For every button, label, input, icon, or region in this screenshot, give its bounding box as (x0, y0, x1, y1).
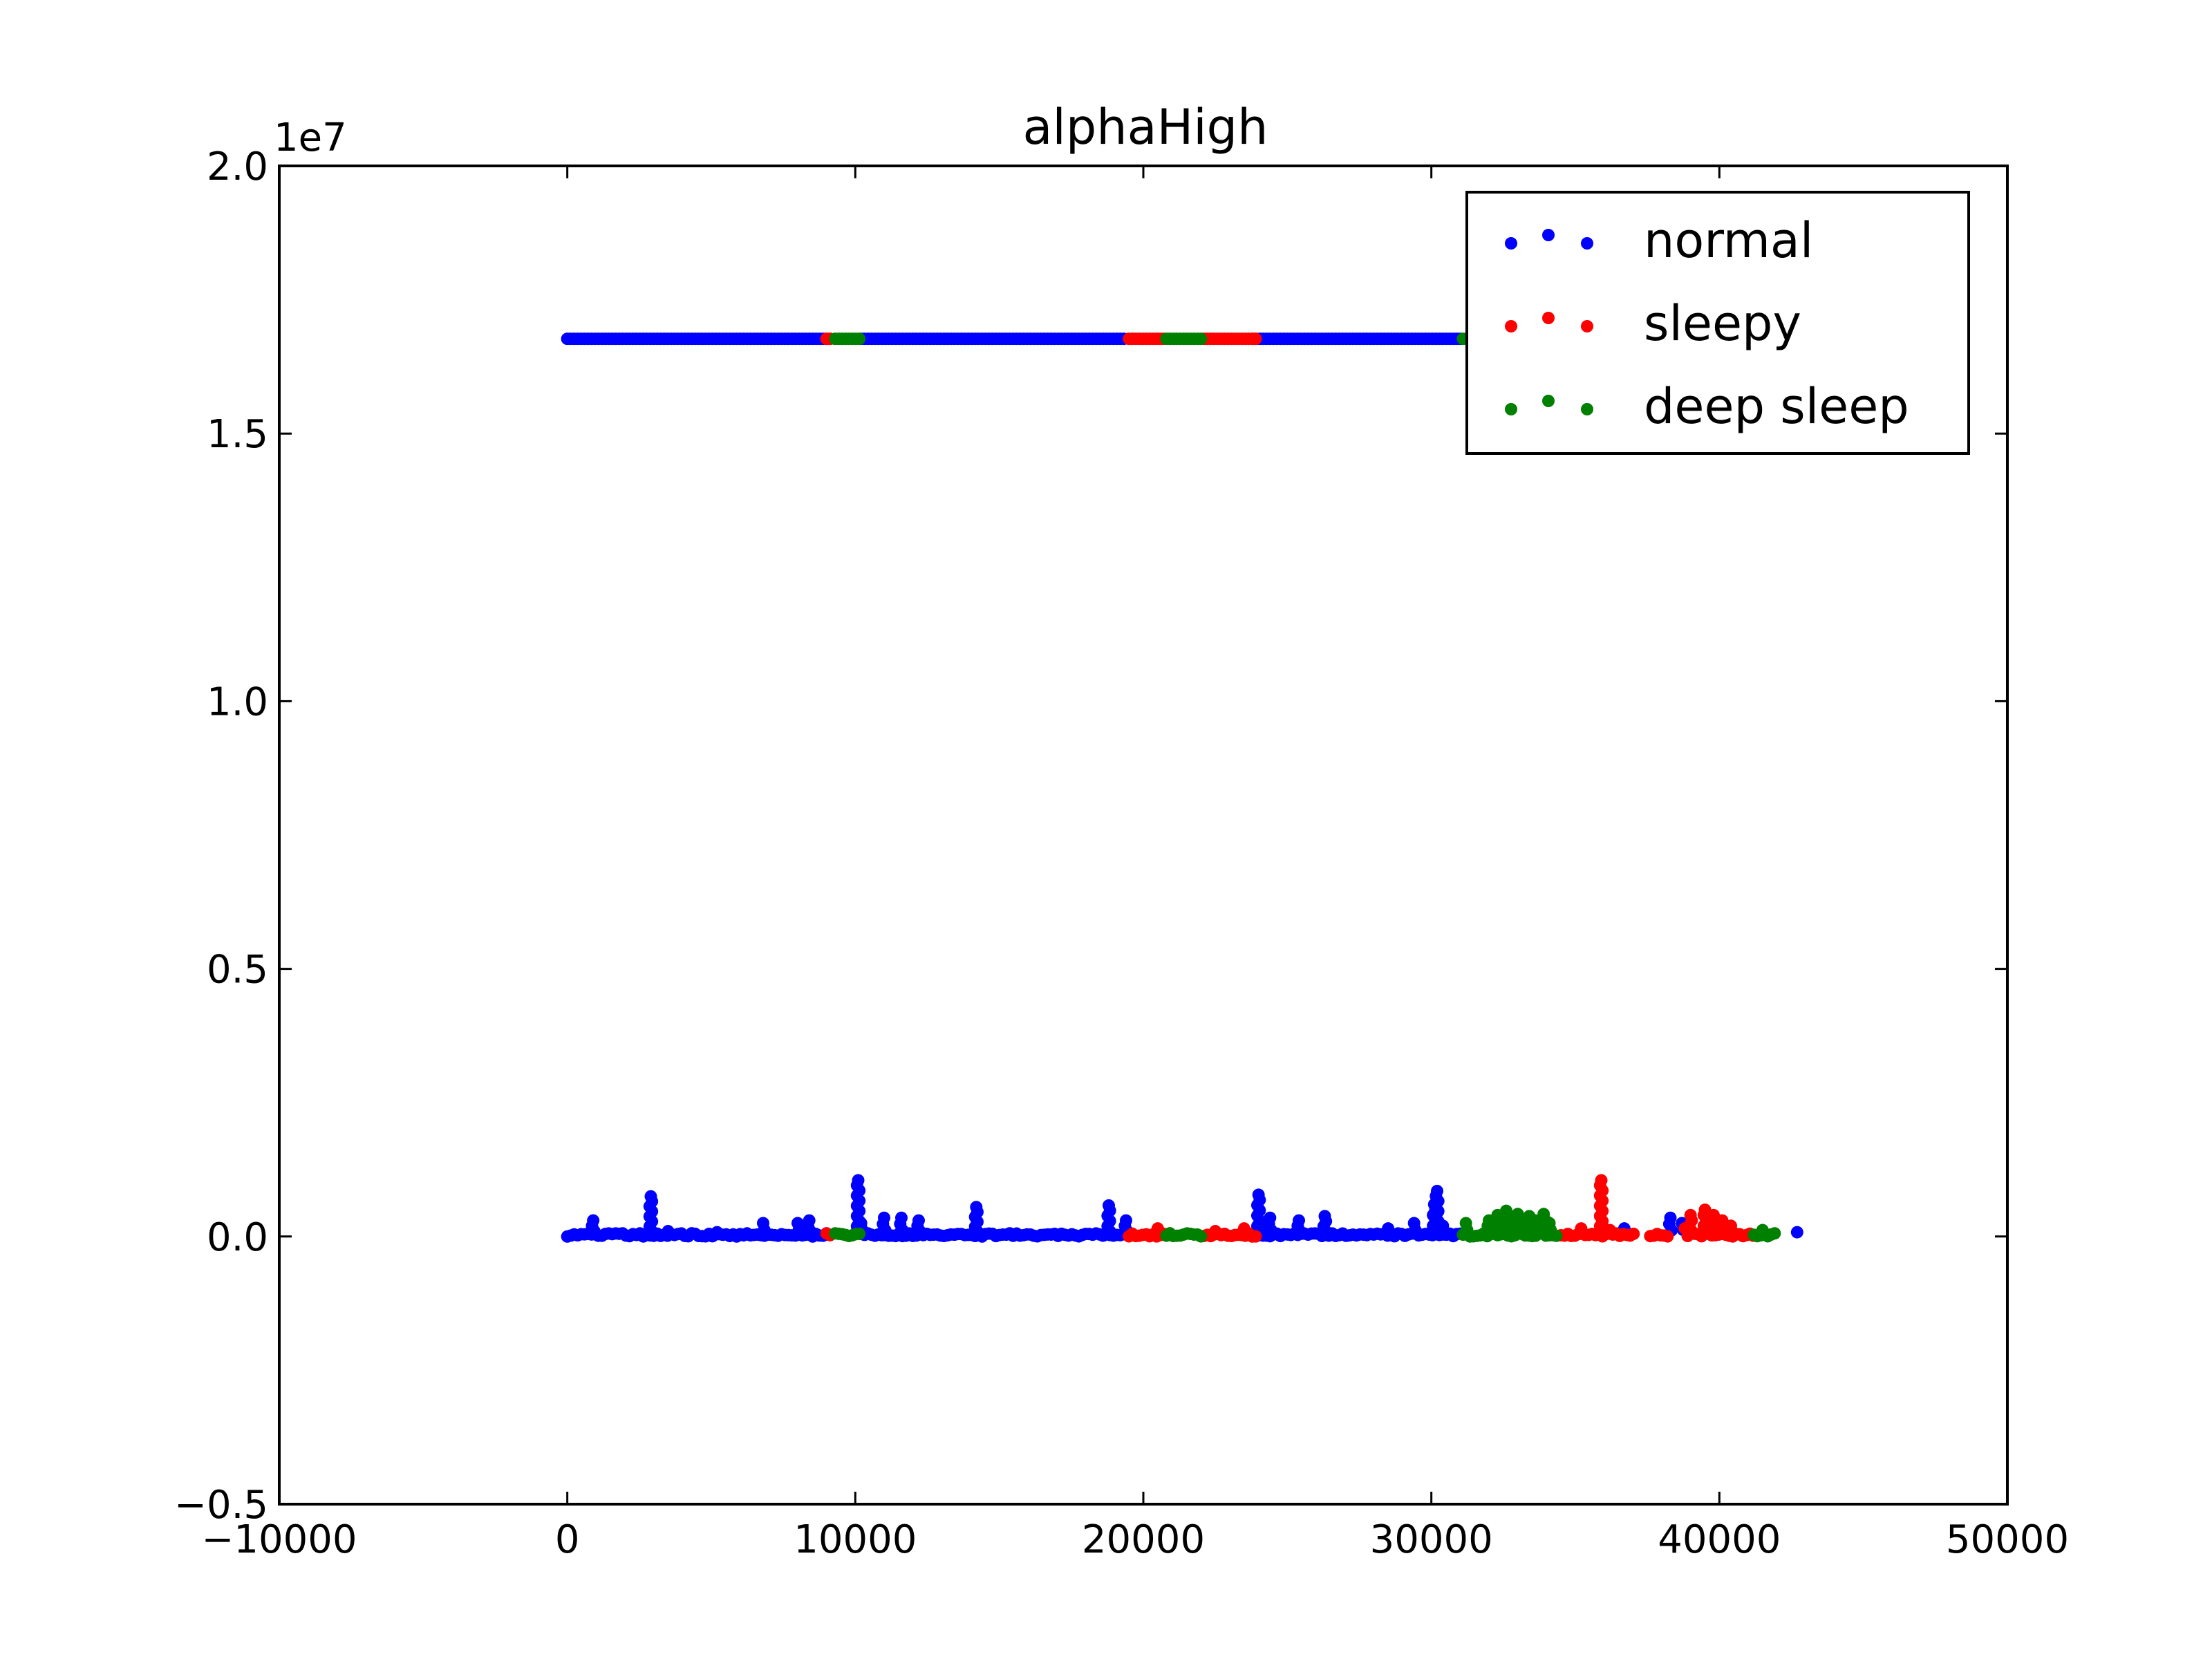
y-tick-label: 1.5 (207, 412, 268, 457)
x-tick-label: 30000 (1370, 1517, 1493, 1562)
data-point (1575, 1222, 1588, 1235)
plot-frame (278, 165, 2009, 1506)
x-tick-label: 40000 (1658, 1517, 1781, 1562)
legend-marker (1505, 237, 1517, 250)
data-point (1209, 1225, 1222, 1238)
data-point (911, 1219, 924, 1232)
data-point (802, 1219, 814, 1232)
data-point (585, 1219, 599, 1232)
data-point (1320, 1215, 1333, 1228)
data-point (1661, 1230, 1674, 1243)
data-point (1604, 1224, 1616, 1237)
data-point (1756, 1224, 1769, 1237)
data-point (1409, 1224, 1422, 1237)
legend-marker (1542, 312, 1555, 324)
data-point (1151, 1222, 1164, 1235)
data-point (1262, 1217, 1275, 1230)
data-point (1430, 1190, 1443, 1203)
chart-title: alphaHigh (1023, 99, 1268, 156)
x-tick-label: −10000 (201, 1517, 357, 1562)
data-point (877, 1217, 890, 1230)
data-point (646, 1194, 659, 1208)
data-point (1627, 1227, 1640, 1240)
data-point (1237, 1222, 1250, 1235)
data-point (1790, 1226, 1803, 1239)
data-point (1593, 1179, 1606, 1192)
data-point (853, 1227, 866, 1240)
series-normal (561, 332, 1803, 1243)
legend: normal sleepy deep sleep (1465, 191, 1970, 455)
data-point (1382, 1222, 1395, 1235)
legend-marker (1505, 403, 1517, 415)
legend-marker (1505, 320, 1517, 332)
data-point (1768, 1227, 1781, 1240)
legend-label: normal (1644, 212, 1813, 269)
data-point (1103, 1204, 1116, 1217)
data-point (1725, 1225, 1738, 1238)
y-offset-label: 1e7 (274, 115, 347, 160)
data-point (1253, 1193, 1266, 1206)
data-point (1249, 332, 1262, 346)
data-point (1662, 1217, 1676, 1230)
data-point (1194, 1230, 1208, 1243)
legend-marker (1581, 237, 1593, 250)
data-point (1194, 332, 1208, 346)
data-point (894, 1217, 907, 1230)
y-tick-label: 2.0 (207, 144, 268, 189)
data-point (758, 1224, 771, 1237)
legend-label: deep sleep (1644, 378, 1909, 435)
data-point (1697, 1208, 1710, 1221)
data-point (1438, 1225, 1450, 1238)
legend-marker (1542, 229, 1555, 241)
data-point (1714, 1219, 1727, 1232)
legend-marker (1581, 320, 1593, 332)
data-point (1249, 1230, 1262, 1243)
data-point (971, 1206, 984, 1219)
legend-marker (1542, 395, 1555, 407)
y-tick-label: 0.0 (207, 1215, 268, 1260)
data-point (1481, 1219, 1494, 1232)
data-point (853, 332, 866, 346)
y-tick-label: −0.5 (174, 1483, 268, 1528)
x-tick-label: 50000 (1946, 1517, 2069, 1562)
x-tick-label: 10000 (794, 1517, 917, 1562)
data-point (1544, 1224, 1557, 1237)
data-point (1678, 1222, 1691, 1235)
y-tick-label: 1.0 (207, 679, 268, 724)
x-tick-label: 0 (555, 1517, 580, 1562)
x-tick-label: 20000 (1082, 1517, 1205, 1562)
axis-ticks: −10000 0 10000 20000 30000 40000 50000 −0.5 0.0 0… (174, 144, 2069, 1562)
data-point (850, 1179, 863, 1192)
data-point (1118, 1219, 1132, 1232)
legend-marker (1581, 403, 1593, 415)
data-point (711, 1226, 724, 1239)
data-point (1461, 1224, 1474, 1237)
data-point (662, 1225, 675, 1238)
y-tick-label: 0.5 (207, 948, 268, 993)
data-point (1291, 1219, 1304, 1232)
legend-label: sleepy (1644, 295, 1801, 352)
